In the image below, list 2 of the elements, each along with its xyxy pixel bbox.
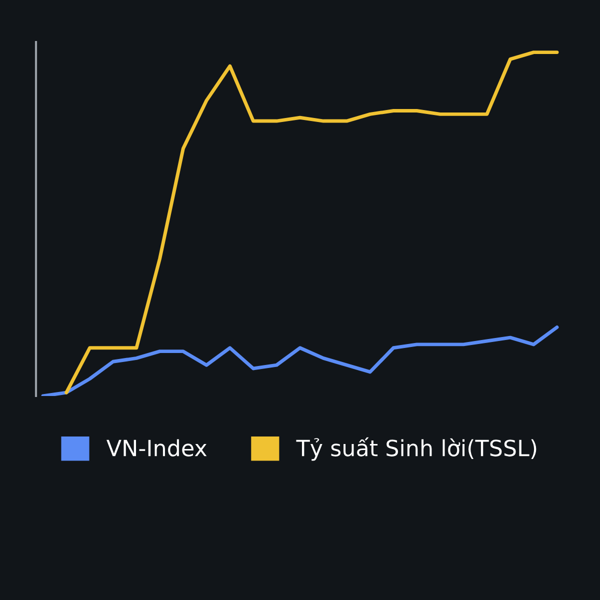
legend-label: VN-Index: [106, 439, 207, 456]
legend-label: Tỷ suất Sinh lời(TSSL): [296, 437, 536, 461]
